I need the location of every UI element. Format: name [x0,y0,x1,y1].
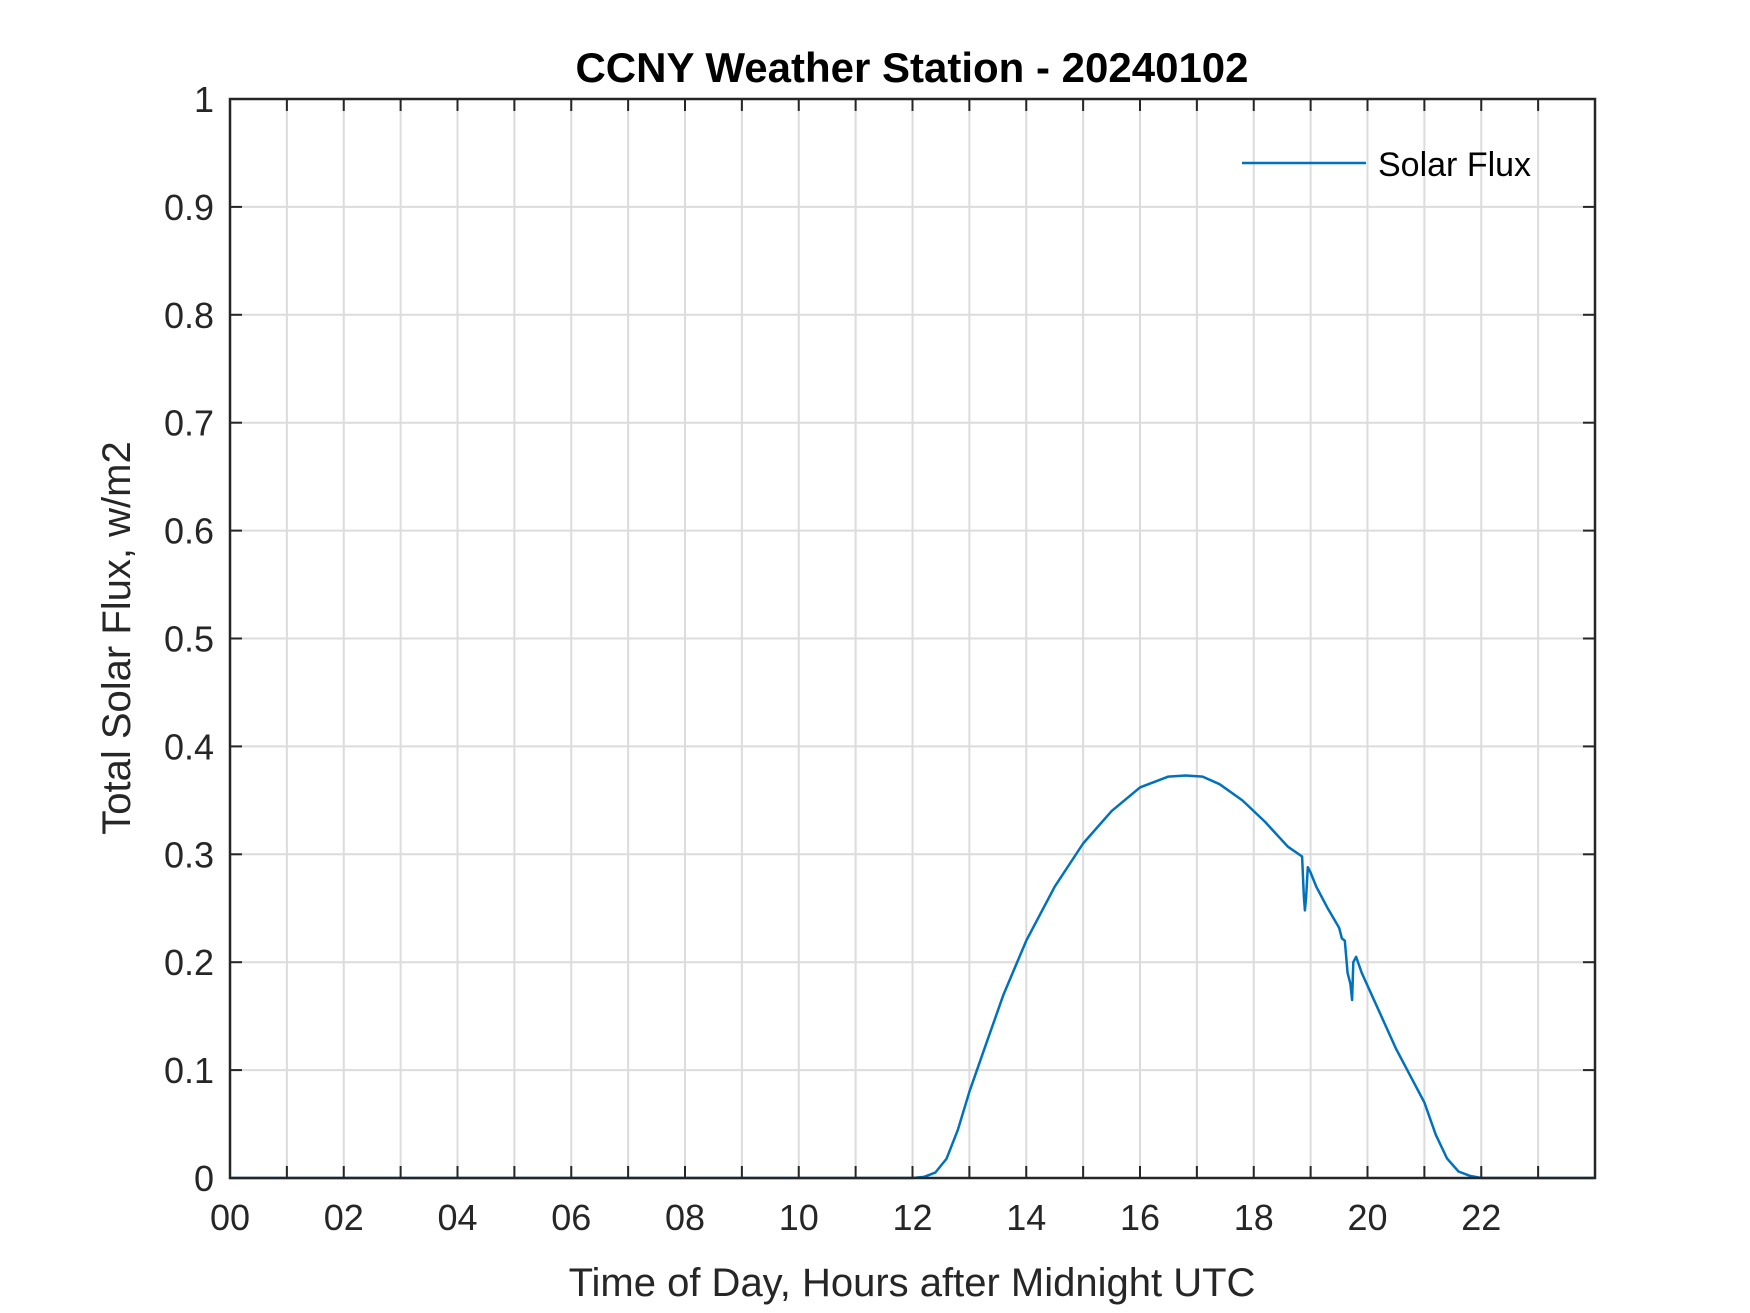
series-line-solar-flux [230,774,1595,1180]
y-tick-labels: 0 0.1 0.2 0.3 0.4 0.5 0.6 0.7 0.8 0.9 1 [164,79,214,1199]
x-tick-label: 04 [437,1197,477,1238]
x-tick-labels: 00 02 04 06 08 10 12 14 16 18 20 22 [210,1197,1501,1238]
grid-lines [230,99,1595,1178]
legend: Solar Flux [1242,146,1531,184]
x-tick-label: 12 [892,1197,932,1238]
y-tick-label: 0.3 [164,834,214,875]
x-tick-label: 10 [779,1197,819,1238]
x-tick-label: 00 [210,1197,250,1238]
y-axis-label: Total Solar Flux, w/m2 [95,441,139,834]
axes-box [228,97,1597,1180]
y-tick-label: 0.9 [164,187,214,228]
y-tick-label: 0.1 [164,1050,214,1091]
y-tick-label: 0 [194,1158,214,1199]
x-tick-label: 14 [1006,1197,1046,1238]
x-tick-label: 02 [324,1197,364,1238]
y-tick-label: 0.6 [164,511,214,552]
x-tick-label: 16 [1120,1197,1160,1238]
x-tick-label: 18 [1234,1197,1274,1238]
y-tick-label: 0.8 [164,295,214,336]
y-tick-label: 0.5 [164,619,214,660]
legend-label-solar-flux: Solar Flux [1378,146,1531,184]
tick-marks [230,98,1595,1179]
y-tick-label: 1 [194,79,214,120]
y-tick-label: 0.2 [164,942,214,983]
y-tick-label: 0.7 [164,403,214,444]
series-layer [230,774,1595,1180]
chart-title: CCNY Weather Station - 20240102 [575,44,1248,91]
x-tick-label: 20 [1347,1197,1387,1238]
x-tick-label: 22 [1461,1197,1501,1238]
x-tick-label: 06 [551,1197,591,1238]
x-tick-label: 08 [665,1197,705,1238]
x-axis-label: Time of Day, Hours after Midnight UTC [569,1261,1256,1305]
y-tick-label: 0.4 [164,726,214,767]
